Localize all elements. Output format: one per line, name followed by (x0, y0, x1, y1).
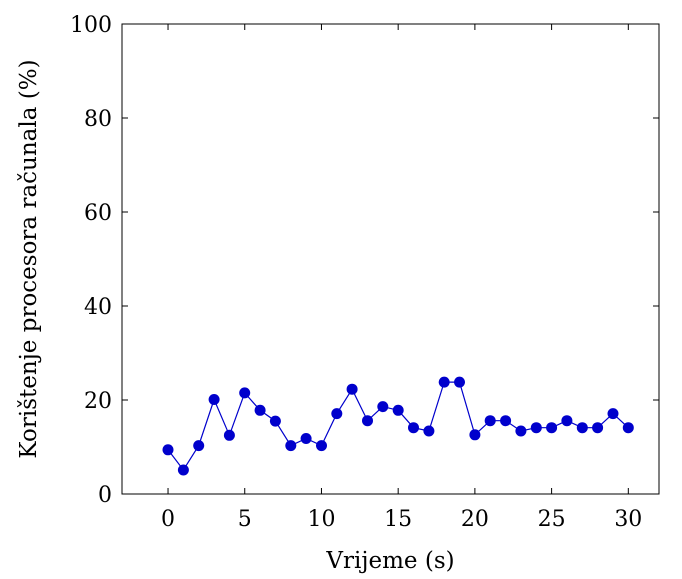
data-point (576, 422, 588, 434)
data-point (208, 394, 220, 405)
data-point (223, 429, 235, 441)
data-point (162, 444, 174, 456)
y-tick-label: 20 (84, 389, 112, 414)
data-point (546, 422, 558, 434)
x-tick-label: 30 (614, 507, 642, 532)
data-point (607, 408, 619, 420)
data-point (362, 415, 373, 427)
data-point (561, 415, 573, 427)
y-axis-label: Korištenje procesora računala (%) (16, 59, 42, 458)
y-tick-label: 100 (70, 13, 112, 38)
x-tick-label: 0 (161, 507, 175, 532)
data-point (515, 425, 527, 437)
data-point (530, 422, 542, 434)
data-point (331, 408, 343, 420)
x-tick-label: 5 (238, 507, 252, 532)
data-point (484, 415, 496, 427)
data-point (316, 440, 327, 452)
data-point (592, 422, 604, 434)
data-point (193, 440, 205, 452)
data-point (300, 433, 312, 444)
axis-ticks (122, 23, 659, 495)
y-tick-label: 80 (84, 107, 112, 132)
data-point (423, 425, 435, 437)
series-line (167, 381, 629, 472)
x-tick-label: 20 (461, 507, 489, 532)
x-tick-label: 25 (538, 507, 566, 532)
data-point (408, 422, 419, 434)
data-point (377, 401, 389, 413)
data-point (177, 464, 189, 476)
data-point (622, 422, 634, 434)
data-point (346, 383, 358, 395)
x-tick-label: 15 (384, 507, 412, 532)
data-point (438, 376, 450, 388)
y-tick-label: 0 (98, 483, 112, 508)
x-axis-label: Vrijeme (s) (325, 548, 454, 574)
data-point (392, 404, 404, 416)
plot-frame (121, 23, 660, 495)
data-point (239, 387, 251, 399)
y-tick-label: 60 (84, 201, 112, 226)
x-tick-label: 10 (307, 507, 335, 532)
data-point (469, 429, 481, 441)
y-tick-label: 40 (84, 295, 112, 320)
data-point (269, 415, 281, 427)
data-point (254, 404, 266, 416)
data-points (162, 376, 634, 476)
data-point (500, 415, 512, 427)
data-point (454, 376, 465, 388)
data-point (285, 440, 297, 452)
tick-labels: 0 5 10 15 20 25 30 0 20 40 60 80 100 (70, 13, 642, 532)
